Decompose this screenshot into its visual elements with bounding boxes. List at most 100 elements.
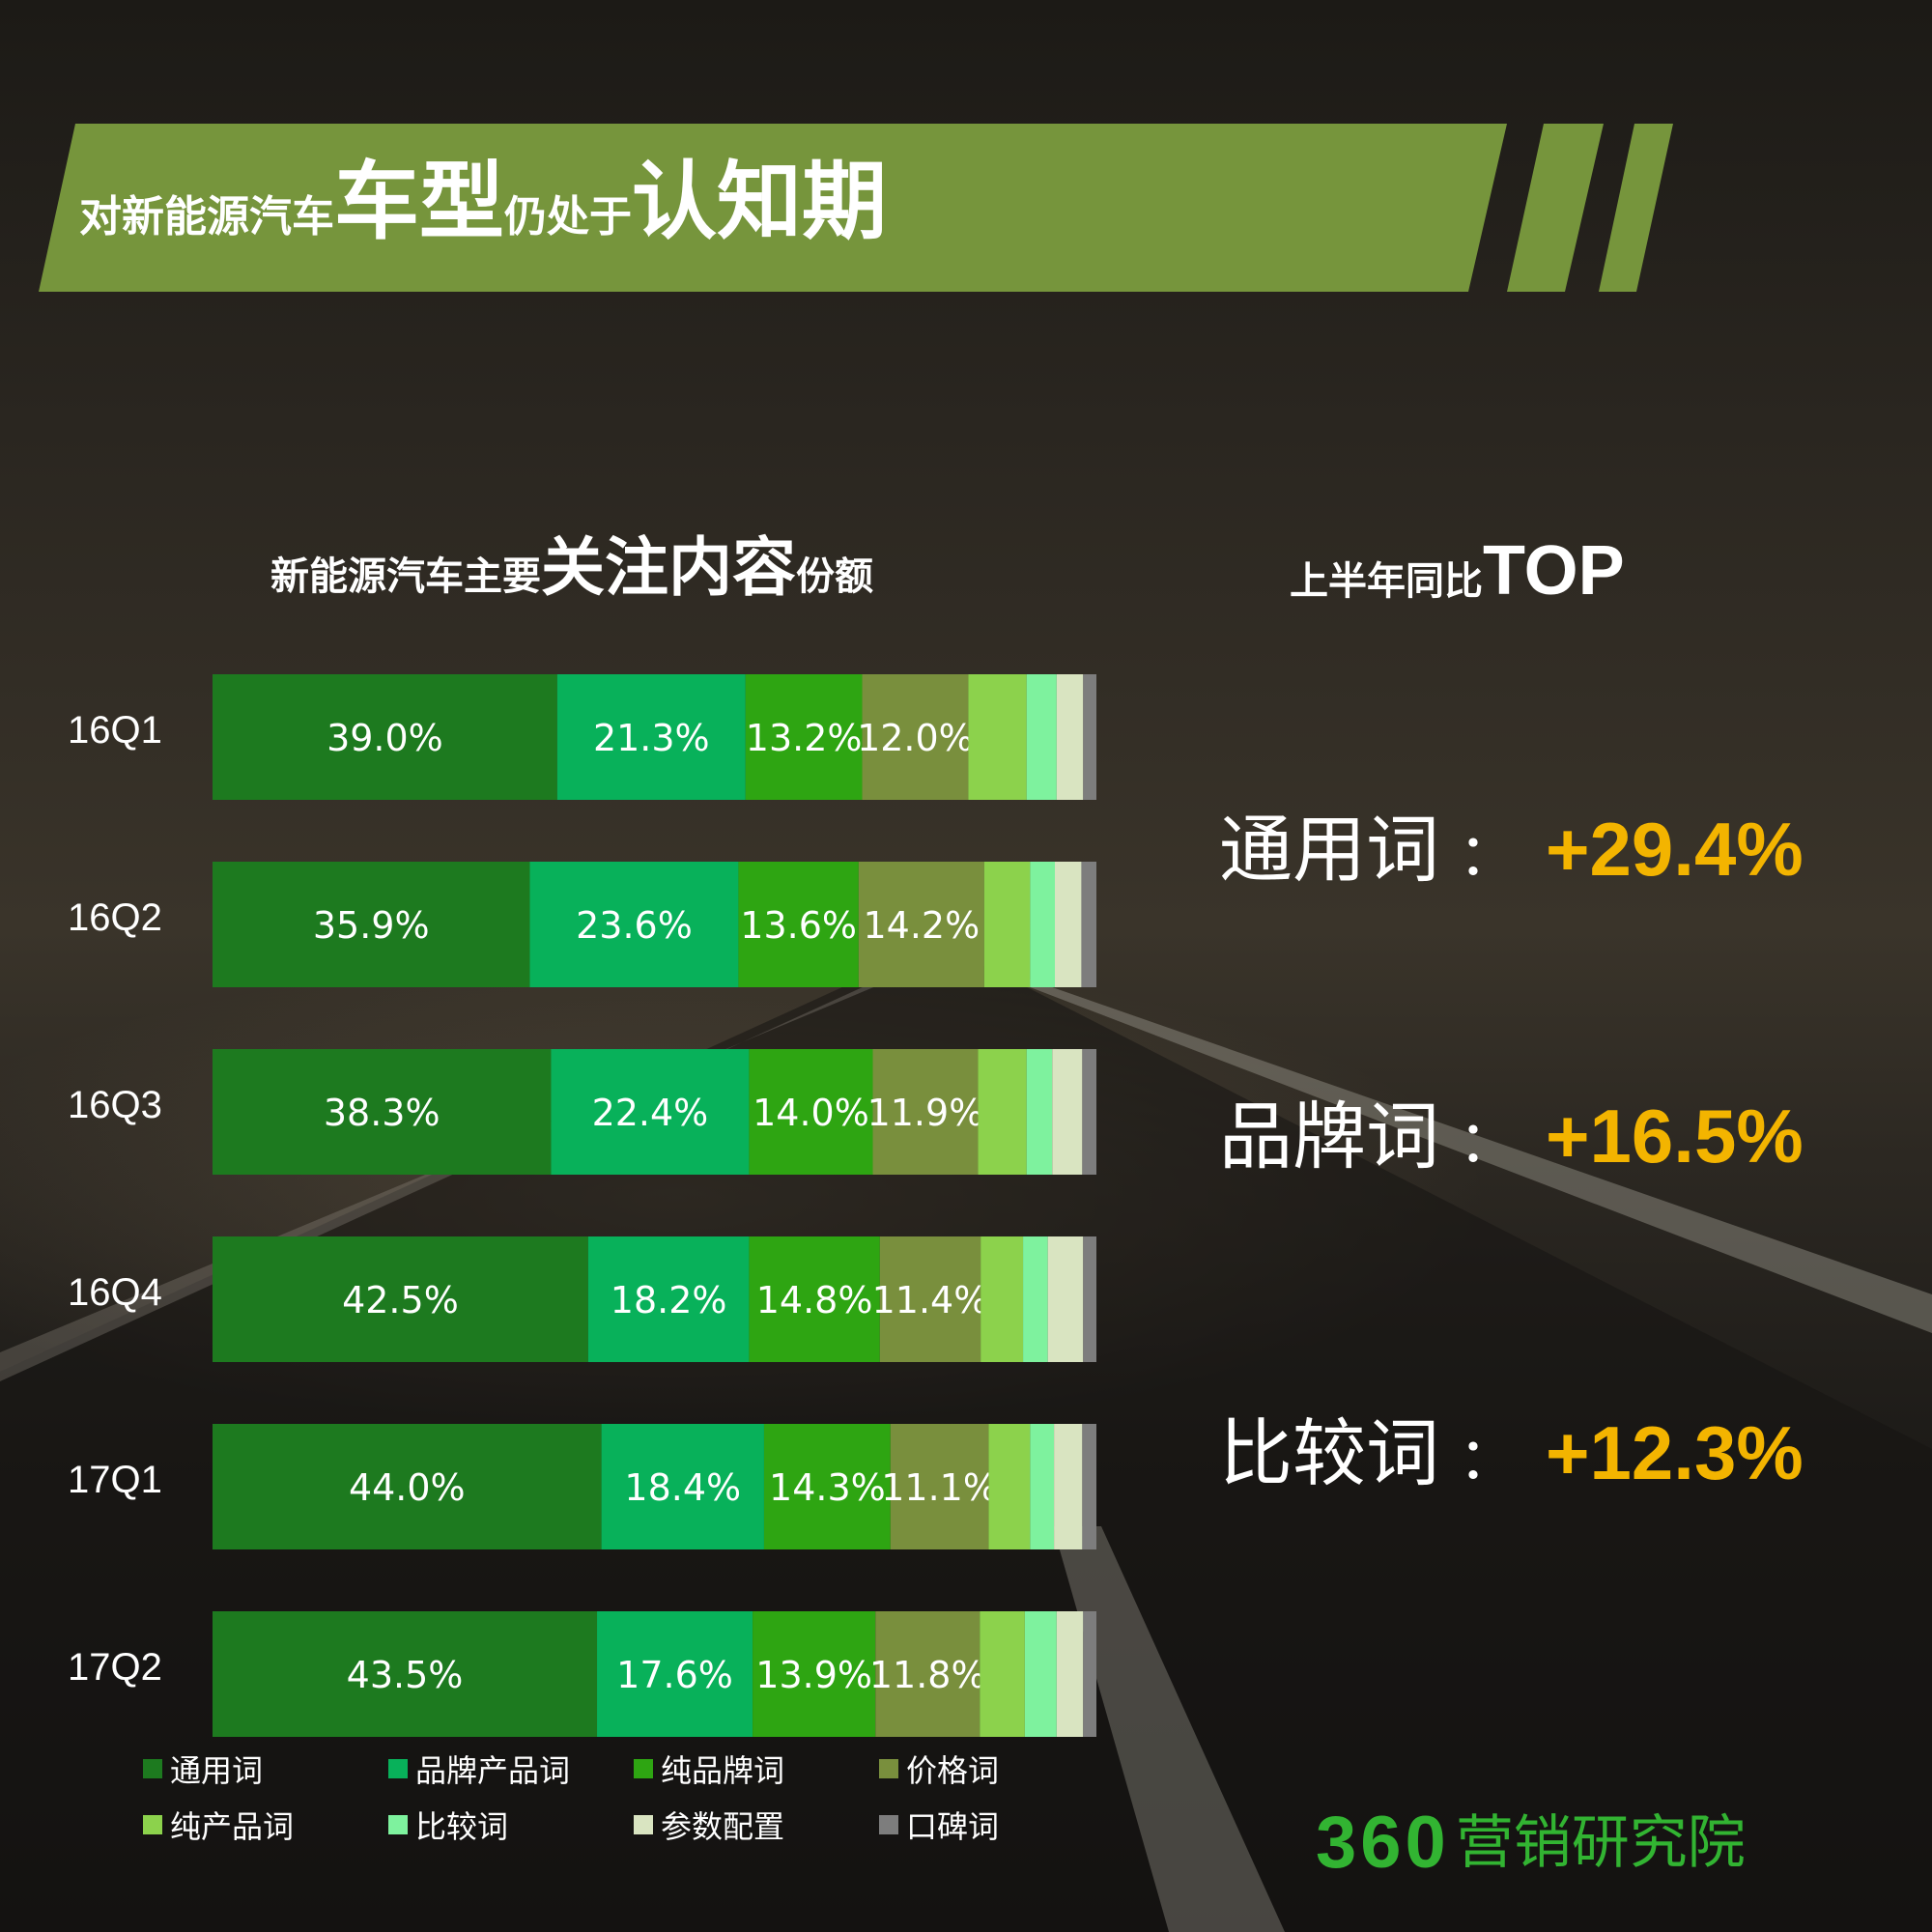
bar-segment-1	[551, 1049, 750, 1175]
row-label: 16Q3	[68, 1084, 162, 1126]
top-item-value: +29.4%	[1546, 807, 1804, 892]
bar-segment-1	[601, 1424, 764, 1549]
legend-label: 参数配置	[661, 1808, 785, 1845]
top-item-value: +16.5%	[1546, 1094, 1804, 1179]
legend-swatch	[634, 1815, 653, 1834]
bar-segment-5	[1030, 862, 1055, 987]
bar-segment-1	[587, 1236, 750, 1362]
data-label: 11.9%	[867, 1092, 984, 1134]
bar-segment-7	[1083, 1236, 1096, 1362]
top-item-name: 品牌词	[1219, 1094, 1439, 1179]
row-label: 16Q4	[68, 1271, 162, 1314]
bar-segment-7	[1081, 862, 1096, 987]
legend-label: 品牌产品词	[415, 1752, 571, 1789]
data-label: 43.5%	[347, 1654, 464, 1696]
legend-swatch	[143, 1815, 162, 1834]
bar-segment-4	[968, 674, 1027, 800]
legend-label: 纯品牌词	[661, 1752, 785, 1789]
brand-logo: 360 营销研究院	[1316, 1806, 1746, 1880]
data-label: 14.3%	[769, 1466, 886, 1509]
row-label: 16Q1	[68, 709, 162, 752]
brand-number: 360	[1316, 1802, 1450, 1884]
bar-segment-5	[1030, 1424, 1055, 1549]
legend-label: 通用词	[170, 1752, 264, 1789]
data-label: 11.4%	[872, 1279, 989, 1321]
chart-title-part3: 份额	[796, 554, 873, 599]
bar-segment-3	[879, 1236, 981, 1362]
top-item-colon: ：	[1459, 1109, 1517, 1177]
legend-item: 参数配置	[634, 1803, 784, 1847]
bar-segment-6	[1054, 1424, 1083, 1549]
bar-segment-3	[862, 674, 969, 800]
title-banner	[39, 124, 1673, 292]
bar-segment-0	[213, 674, 557, 800]
bar-segment-2	[753, 1611, 876, 1737]
bar-segment-2	[763, 1424, 891, 1549]
bar-segment-4	[988, 1424, 1031, 1549]
bar-segment-2	[749, 1236, 880, 1362]
top-item-colon: ：	[1459, 822, 1517, 890]
page-title-part4: 认知期	[632, 152, 888, 251]
data-label: 12.0%	[857, 717, 974, 759]
top-item-brand: 品牌词 ： +16.5%	[1219, 1098, 1804, 1174]
legend-label: 价格词	[906, 1752, 1000, 1789]
bar-segment-7	[1082, 1049, 1096, 1175]
bar-segment-3	[872, 1049, 979, 1175]
bar-segment-1	[597, 1611, 753, 1737]
bar-segment-4	[980, 1611, 1025, 1737]
top-item-name: 通用词	[1219, 807, 1439, 893]
legend-swatch	[388, 1759, 408, 1778]
data-label: 14.2%	[863, 904, 980, 947]
top-item-name: 比较词	[1219, 1410, 1439, 1496]
bar-segment-4	[980, 1236, 1024, 1362]
page-title: 对新能源汽车车型仍处于认知期	[79, 159, 887, 244]
legend-item: 品牌产品词	[388, 1747, 570, 1791]
row-label: 17Q2	[68, 1646, 162, 1689]
data-label: 14.8%	[756, 1279, 873, 1321]
legend-item: 纯品牌词	[634, 1747, 784, 1791]
bar-segment-6	[1054, 862, 1082, 987]
legend-label: 口碑词	[906, 1808, 1000, 1845]
bar-segment-7	[1083, 674, 1096, 800]
bar-segment-0	[213, 1424, 602, 1549]
legend-swatch	[879, 1759, 898, 1778]
chart-title-part2: 关注内容	[541, 530, 796, 605]
bar-segment-6	[1056, 1611, 1084, 1737]
data-label: 42.5%	[342, 1279, 459, 1321]
top-heading: 上半年同比TOP	[1290, 536, 1625, 606]
bar-segment-5	[1026, 1049, 1053, 1175]
legend-swatch	[388, 1815, 408, 1834]
data-label: 18.4%	[624, 1466, 741, 1509]
data-label: 23.6%	[576, 904, 693, 947]
page-title-part2: 车型	[334, 152, 505, 251]
bar-segment-4	[978, 1049, 1027, 1175]
top-item-colon: ：	[1459, 1426, 1517, 1493]
data-label: 35.9%	[313, 904, 430, 947]
legend-item: 纯产品词	[143, 1803, 294, 1847]
bar-segment-0	[213, 1236, 588, 1362]
bar-segment-2	[749, 1049, 873, 1175]
bar-segment-0	[213, 1049, 552, 1175]
brand-text: 营销研究院	[1455, 1809, 1746, 1877]
legend-swatch	[143, 1759, 162, 1778]
bar-segment-6	[1056, 674, 1084, 800]
legend-label: 比较词	[415, 1808, 509, 1845]
legend-item: 口碑词	[879, 1803, 999, 1847]
data-label: 22.4%	[592, 1092, 709, 1134]
data-label: 18.2%	[611, 1279, 727, 1321]
data-label: 39.0%	[327, 717, 443, 759]
legend-item: 通用词	[143, 1747, 263, 1791]
bar-segment-4	[983, 862, 1031, 987]
bar-segment-2	[738, 862, 859, 987]
legend-label: 纯产品词	[170, 1808, 295, 1845]
bar-segment-1	[529, 862, 739, 987]
legend-swatch	[879, 1815, 898, 1834]
bar-segment-5	[1024, 1611, 1057, 1737]
bar-segment-0	[213, 1611, 598, 1737]
legend-item: 比较词	[388, 1803, 508, 1847]
data-label: 17.6%	[616, 1654, 733, 1696]
top-heading-part1: 上半年同比	[1290, 559, 1483, 604]
chart-title: 新能源汽车主要关注内容份额	[270, 536, 873, 600]
bar-segment-7	[1083, 1611, 1096, 1737]
